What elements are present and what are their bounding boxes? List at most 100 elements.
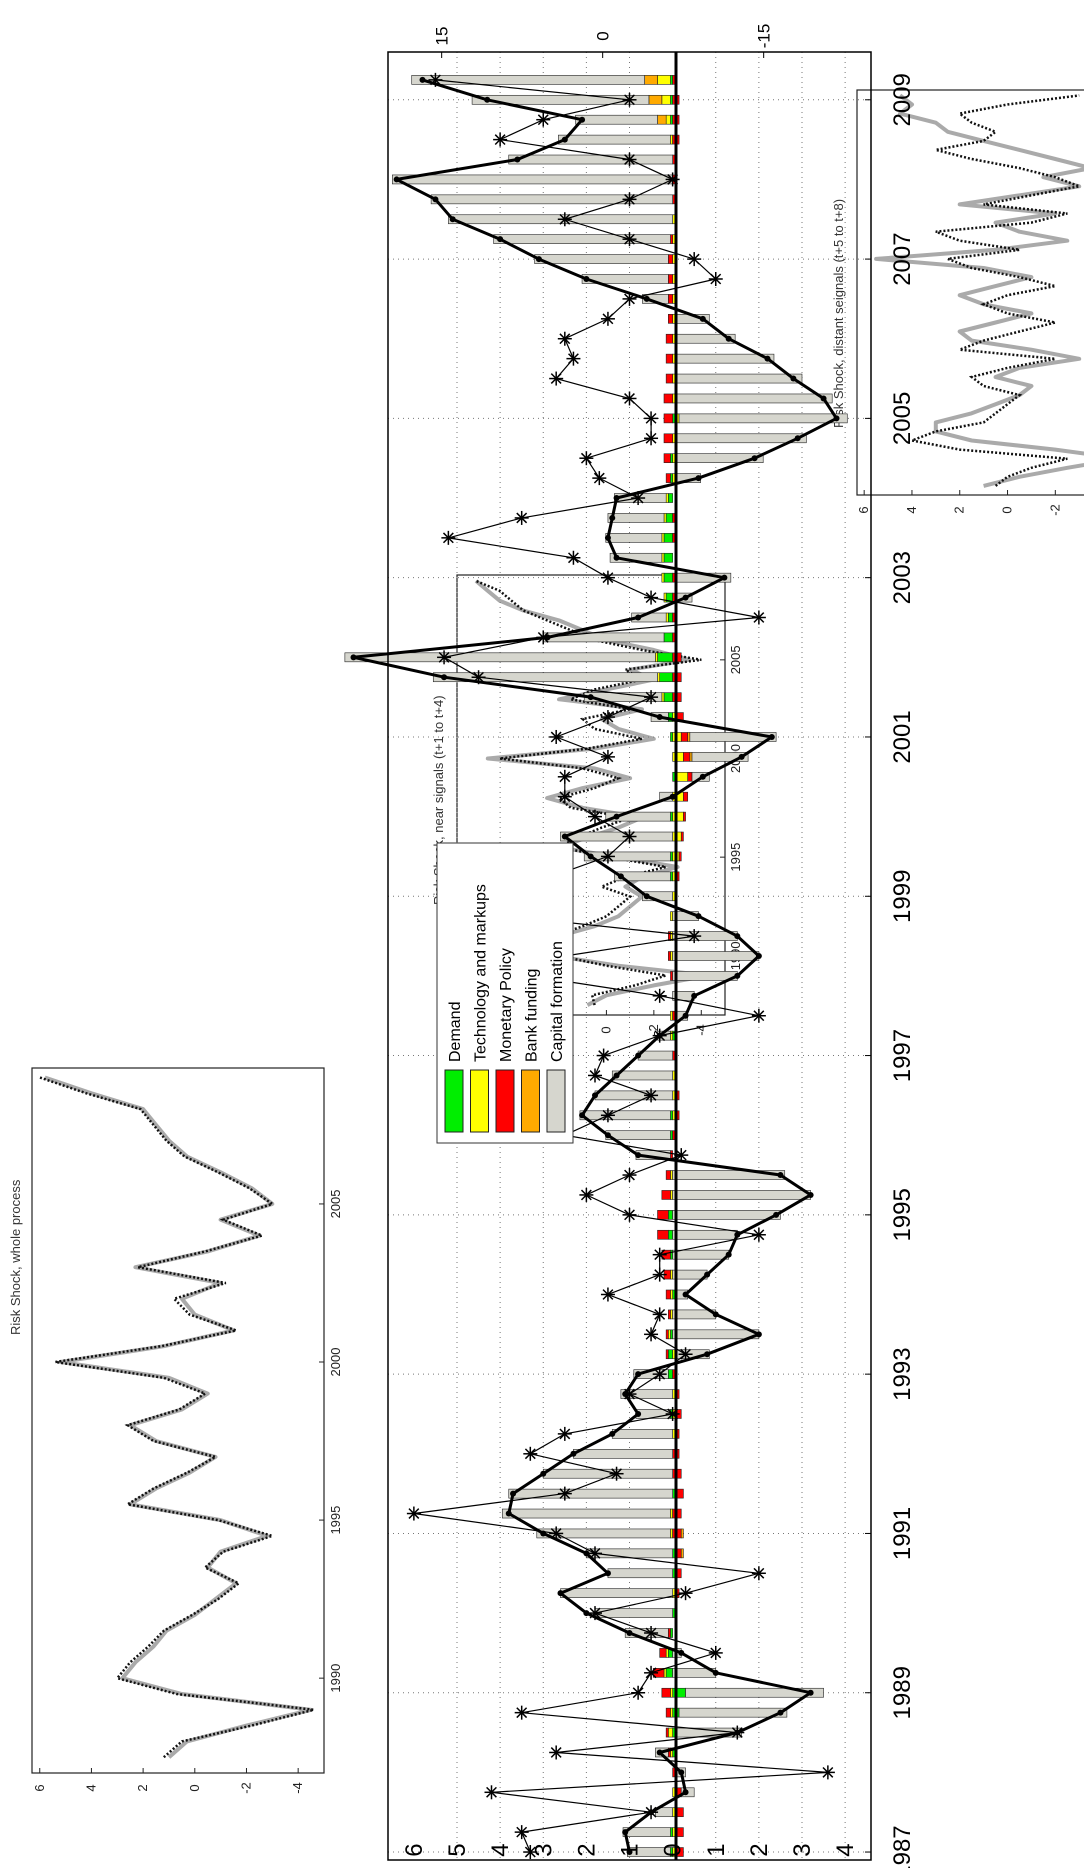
star-stroke (645, 1667, 657, 1679)
main-total-point (712, 1669, 719, 1676)
star-stroke (654, 1030, 666, 1042)
star-stroke (624, 831, 635, 842)
main-bar-segment (672, 274, 676, 284)
main-total-point (583, 1610, 590, 1617)
main-total-point (738, 753, 745, 760)
main-total-point (755, 953, 762, 959)
main-total-point (540, 1470, 547, 1477)
main-bar-segment (676, 1568, 682, 1579)
main-star-marker (644, 1088, 659, 1103)
main-bar-segment (670, 1329, 673, 1340)
main-total-point (557, 1590, 564, 1597)
star-stroke (589, 811, 601, 823)
main-total-point (643, 295, 650, 302)
main-total-point (699, 315, 706, 322)
star-stroke (602, 711, 614, 723)
main-bar-segment (663, 692, 673, 702)
star-stroke (731, 1727, 743, 1738)
main-bar-segment (668, 1309, 671, 1320)
main-star-marker (566, 550, 581, 565)
main-bar-segment (670, 1687, 673, 1698)
main-bar-segment (670, 75, 673, 85)
star-stroke (550, 731, 562, 743)
legend-swatch (495, 1069, 515, 1133)
main-chart-frame (387, 51, 872, 1861)
main-bar-segment (670, 851, 673, 862)
main-star-marker (652, 988, 667, 1003)
main-total-point (643, 893, 650, 900)
star-stroke (632, 1687, 644, 1699)
main-bar-segment (661, 572, 665, 583)
main-bar-segment (665, 1648, 669, 1658)
small-chart-y-tick-label: 4 (904, 506, 919, 513)
main-star-marker (644, 590, 659, 605)
main-bar-segment (672, 811, 684, 822)
small-chart-y-tick-label: 4 (83, 1784, 98, 1791)
main-bar-segment (672, 333, 676, 344)
main-total-point (613, 813, 620, 820)
main-star-marker (557, 1426, 572, 1441)
main-bar-segment (676, 373, 803, 384)
main-bar-segment (411, 75, 645, 85)
main-star-marker (588, 1546, 602, 1561)
main-bar-segment (659, 1648, 667, 1658)
main-bar-segment (471, 94, 650, 105)
main-total-point (604, 1132, 611, 1139)
main-star-marker (678, 1347, 693, 1362)
main-bar-segment (672, 1170, 786, 1180)
star-stroke (516, 1826, 528, 1838)
main-x-tick-label: 2003 (889, 551, 916, 604)
main-bar-segment (676, 1827, 684, 1837)
main-total-point (609, 1430, 616, 1437)
main-star-marker (549, 1526, 564, 1541)
main-bar-segment (661, 94, 671, 105)
star-stroke (632, 492, 644, 504)
main-total-point (419, 76, 426, 83)
star-stroke (688, 253, 700, 265)
star-stroke (645, 432, 657, 444)
main-star-marker (622, 391, 637, 406)
main-bar-segment (670, 1269, 673, 1280)
star-stroke (442, 532, 454, 544)
main-bar-segment (573, 1448, 673, 1459)
main-bar-segment (661, 552, 665, 563)
main-total-point (613, 554, 620, 561)
main-star-marker (588, 1606, 602, 1621)
main-y-tick-label-left: 1 (703, 1843, 730, 1856)
small-chart-y-tick-label: 0 (1000, 506, 1015, 513)
main-x-tick-label: 2009 (889, 73, 916, 126)
main-bar-segment (605, 811, 671, 822)
main-bar-segment (611, 1429, 673, 1439)
main-bar-segment (648, 94, 663, 105)
main-bar-segment (672, 1389, 676, 1399)
small-chart-1-ticks: 6 4 2 0 -2 -4 1990 1995 2000 2005 (32, 1189, 343, 1793)
main-star-marker (730, 1725, 745, 1740)
main-total-point (773, 1211, 780, 1218)
main-bar-segment (661, 692, 665, 702)
star-stroke (486, 1786, 497, 1798)
small-chart-y-tick-label: 6 (856, 506, 871, 513)
main-total-point (617, 873, 624, 880)
small-chart-3-title: Risk Shock, distant seignals (t+5 to t+8… (831, 199, 846, 428)
main-total-point (682, 1291, 689, 1298)
main-bar-segment (670, 951, 673, 961)
main-bar-segment (655, 652, 658, 663)
main-total-point (635, 1410, 642, 1417)
main-bar-segment (611, 1070, 673, 1081)
star-stroke (524, 1846, 536, 1858)
main-x-tick-label: 2001 (889, 710, 916, 763)
main-star-marker (652, 1367, 667, 1382)
main-bar-segment (432, 672, 658, 683)
main-bar-segment (672, 1130, 676, 1141)
main-total-point (777, 1172, 784, 1179)
main-bar-segment (670, 971, 673, 981)
main-bar-segment (678, 1707, 788, 1718)
main-bar-segment (607, 1568, 673, 1579)
main-star-marker (471, 670, 486, 685)
legend-swatch (470, 1069, 489, 1133)
main-bar-segment (665, 1289, 671, 1300)
legend-swatch (546, 1069, 566, 1133)
main-bar-segment (672, 214, 676, 225)
main-star-marker (687, 929, 702, 944)
star-stroke (589, 1070, 601, 1081)
